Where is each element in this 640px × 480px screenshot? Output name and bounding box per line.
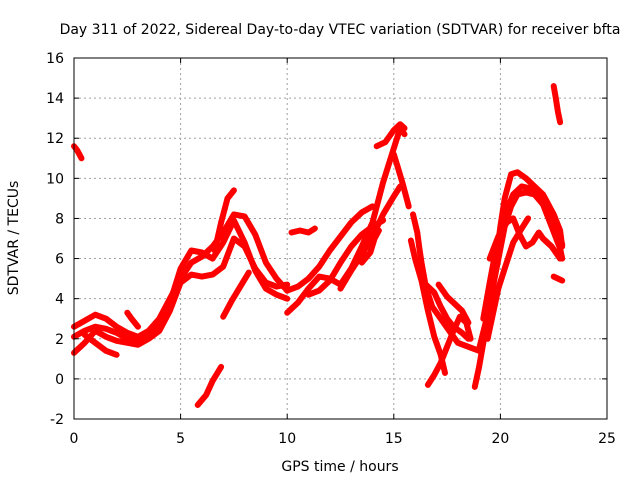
x-tick-label: 10: [278, 431, 296, 447]
series-track-27: [484, 215, 532, 342]
series-track-24: [476, 189, 566, 352]
series-track-18: [410, 211, 483, 354]
x-tick-label: 20: [491, 431, 509, 447]
y-tick-label: 10: [46, 171, 64, 187]
y-tick-label: 4: [55, 292, 64, 308]
tick-layer: 0 5 10 15 20 25 -2 0 2 4 6 8 10 12 14 16: [46, 51, 616, 447]
series-track-29: [550, 273, 566, 284]
y-axis-label: SDTVAR / TECUs: [6, 181, 22, 296]
y-tick-label: 8: [55, 211, 64, 227]
x-tick-label: 0: [70, 431, 79, 447]
y-tick-label: 14: [46, 91, 64, 107]
series-track-4: [71, 235, 291, 356]
series-track-17: [390, 151, 412, 210]
series-track-1: [71, 143, 85, 162]
series-track-9: [220, 269, 252, 320]
y-tick-label: -2: [50, 412, 64, 428]
series-track-7: [194, 363, 225, 408]
series-track-25: [480, 183, 566, 322]
series-track-16: [373, 121, 408, 150]
y-tick-label: 0: [55, 372, 64, 388]
series-track-15: [358, 227, 382, 266]
series-track-12: [288, 225, 318, 236]
grid-layer: [74, 58, 607, 419]
x-tick-label: 15: [385, 431, 403, 447]
x-axis-label: GPS time / hours: [281, 459, 398, 475]
series-track-13: [305, 217, 387, 298]
series-track-21: [422, 281, 472, 342]
y-tick-label: 6: [55, 252, 64, 268]
series-track-5: [81, 331, 120, 358]
series-track-8: [211, 187, 237, 254]
series-track-26: [486, 215, 564, 262]
x-tick-label: 25: [598, 431, 616, 447]
y-tick-label: 16: [46, 51, 64, 67]
series-layer: [71, 83, 566, 408]
series-track-11: [284, 203, 376, 294]
plot-frame: [73, 57, 608, 420]
series-track-22: [435, 281, 472, 326]
series-track-28: [550, 83, 564, 126]
chart-title: Day 311 of 2022, Sidereal Day-to-day VTE…: [60, 22, 621, 38]
series-track-6: [124, 309, 141, 330]
y-tick-label: 12: [46, 131, 64, 147]
y-tick-label: 2: [55, 332, 64, 348]
x-tick-label: 5: [176, 431, 185, 447]
